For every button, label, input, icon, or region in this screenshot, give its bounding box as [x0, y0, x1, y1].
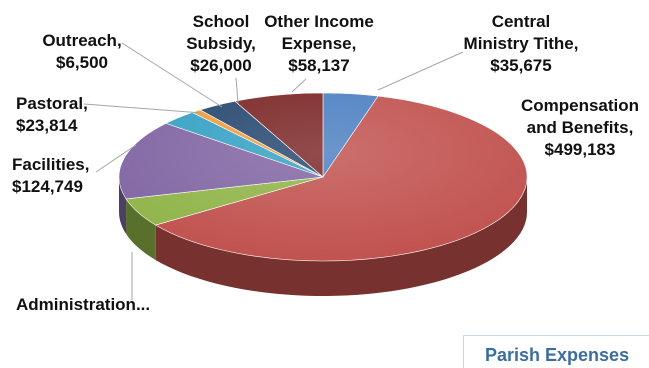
pie-side-facilities [119, 177, 127, 234]
leader-line-school-subsidy [235, 77, 239, 104]
data-label-line: Subsidy, [186, 34, 256, 53]
data-label-line: School [192, 12, 250, 31]
leader-line-outreach [121, 42, 223, 108]
data-label-line: $58,137 [288, 56, 350, 75]
data-label-line: Facilities, [12, 155, 90, 174]
data-label-compensation-and-benefits: Compensation and Benefits, $499,183 [510, 95, 649, 161]
data-label-line: $23,814 [16, 116, 78, 135]
data-label-line: Compensation [520, 96, 640, 115]
data-label-line: $26,000 [190, 56, 252, 75]
data-label-central-ministry-tithe: Central Ministry Tithe, $35,675 [455, 11, 587, 77]
data-label-line: Pastoral, [16, 94, 88, 113]
data-label-administration: Administration... [16, 294, 166, 316]
data-label-outreach: Outreach, $6,500 [36, 30, 128, 74]
data-label-line: $35,675 [490, 56, 552, 75]
leader-line-pastoral [83, 103, 203, 114]
data-label-pastoral: Pastoral, $23,814 [16, 93, 126, 137]
data-label-line: $124,749 [12, 177, 83, 196]
leader-line-central-ministry-tithe [377, 51, 464, 91]
leader-line-facilities [95, 144, 137, 173]
data-label-other-income-expense: Other Income Expense, $58,137 [256, 11, 382, 77]
data-label-line: Expense, [281, 34, 357, 53]
pie-side-administration [126, 198, 156, 261]
chart-title-box: Parish Expenses [463, 335, 649, 368]
chart-title: Parish Expenses [485, 345, 630, 365]
data-label-line: Central [491, 12, 551, 31]
data-label-line: $6,500 [56, 53, 108, 72]
pie-sheen [119, 93, 527, 261]
data-label-line: Outreach, [42, 31, 122, 50]
data-label-line: $499,183 [544, 140, 616, 159]
pie-side-compensation-and-benefits [155, 177, 527, 296]
data-label-facilities: Facilities, $124,749 [12, 154, 122, 198]
data-label-line: Administration... [16, 295, 151, 314]
data-label-school-subsidy: School Subsidy, $26,000 [182, 11, 260, 77]
data-label-line: Other Income [264, 12, 374, 31]
data-label-line: Ministry Tithe, [463, 34, 579, 53]
leader-line-other-income-expense [291, 78, 307, 93]
data-label-line: and Benefits, [526, 118, 634, 137]
